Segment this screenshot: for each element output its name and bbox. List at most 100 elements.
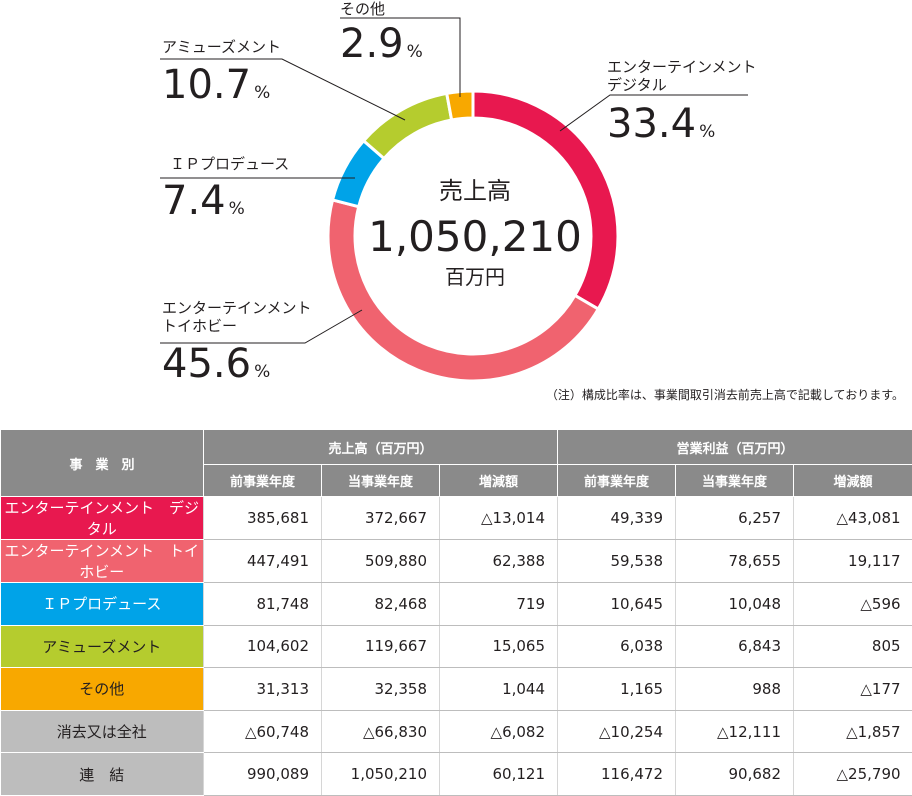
value-cell: 59,538 (557, 539, 676, 583)
pct-value: 2.9 (340, 21, 404, 67)
value-cell: △177 (793, 667, 912, 711)
value-cell: 82,468 (321, 582, 440, 626)
slice-label-line: デジタル (607, 76, 667, 94)
value-cell: 1,044 (438, 667, 558, 711)
value-cell: 15,065 (438, 625, 558, 669)
header-subcol: 増減額 (793, 464, 912, 497)
value-cell: 805 (793, 625, 912, 669)
slice-pct-others: 2.9% (340, 22, 423, 74)
value-cell: △10,254 (557, 710, 676, 754)
value-cell: △1,857 (793, 710, 912, 754)
segment-results-table: 事 業 別 売上高（百万円） 営業利益（百万円） 前事業年度 当事業年度 増減額 前事… (0, 429, 912, 796)
value-cell: 6,038 (557, 625, 676, 669)
value-cell: 1,050,210 (321, 752, 440, 796)
value-cell: 32,358 (321, 667, 440, 711)
pct-value: 7.4 (162, 178, 226, 224)
value-cell: 509,880 (321, 539, 440, 583)
value-cell: 990,089 (203, 752, 322, 796)
pct-unit: % (254, 362, 271, 382)
leader-line (340, 17, 461, 97)
value-cell: △43,081 (793, 496, 912, 540)
slice-pct-ent-toyhobby: 45.6% (162, 342, 270, 394)
table-row: アミューズメント 104,602 119,667 15,065 6,038 6,843 80… (0, 625, 912, 669)
segment-name-cell: 消去又は全社 (0, 710, 204, 754)
value-cell: 719 (438, 582, 558, 626)
segment-name-cell: その他 (0, 667, 204, 711)
value-cell: △25,790 (793, 752, 912, 796)
donut-svg (160, 17, 748, 383)
slice-label-others: その他 (340, 0, 385, 18)
header-subcol: 当事業年度 (675, 464, 795, 497)
value-cell: 988 (675, 667, 794, 711)
donut-slice (361, 91, 454, 161)
slice-label-ent-toyhobby: エンターテインメント トイホビー (162, 299, 312, 335)
pct-unit: % (254, 83, 271, 103)
header-subcol: 前事業年度 (203, 464, 322, 497)
donut-slice (444, 89, 475, 122)
header-segment: 事 業 別 (0, 429, 204, 497)
value-cell: 447,491 (203, 539, 322, 583)
slice-pct-ent-digital: 33.4% (607, 102, 715, 154)
value-cell: △60,748 (203, 710, 322, 754)
value-cell: △12,111 (675, 710, 794, 754)
segment-name-cell: ＩＰプロデュース (0, 582, 204, 626)
slice-pct-amusement: 10.7% (162, 63, 270, 115)
chart-note: （注）構成比率は、事業間取引消去前売上高で記載しております。 (545, 388, 904, 402)
slice-label-line: その他 (340, 0, 386, 18)
leader-line (160, 309, 363, 344)
slice-label-line: エンターテインメント (162, 299, 312, 317)
value-cell: △13,014 (438, 496, 558, 540)
slice-pct-ip-produce: 7.4% (162, 179, 245, 231)
value-cell: 104,602 (203, 625, 322, 669)
pct-unit: % (228, 199, 245, 219)
slice-label-line: エンターテインメント (607, 58, 757, 76)
segment-name-cell: 連 結 (0, 752, 204, 796)
value-cell: 1,165 (557, 667, 676, 711)
value-cell: 62,388 (438, 539, 558, 583)
value-cell: 31,313 (203, 667, 322, 711)
table-row: エンターテインメント デジタル 385,681 372,667 △13,014 49,3… (0, 496, 912, 540)
value-cell: 10,048 (675, 582, 794, 626)
value-cell: 78,655 (675, 539, 794, 583)
center-value: 1,050,210 (368, 212, 582, 261)
table-row: 連 結 990,089 1,050,210 60,121 116,472 90,682 △2… (0, 752, 912, 796)
center-unit: 百万円 (445, 265, 505, 289)
table-row: エンターテインメント トイホビー 447,491 509,880 62,388 59,5… (0, 539, 912, 583)
slice-label-ent-digital: エンターテインメント デジタル (607, 58, 757, 94)
sales-donut-chart: 売上高 1,050,210 百万円 エンターテインメント デジタル 33.4% … (160, 0, 904, 402)
pct-value: 10.7 (162, 62, 252, 108)
value-cell: 6,843 (675, 625, 794, 669)
center-title: 売上高 (439, 177, 511, 205)
segment-name-cell: エンターテインメント トイホビー (0, 539, 204, 583)
value-cell: 81,748 (203, 582, 322, 626)
slice-label-line: トイホビー (162, 317, 238, 335)
value-cell: 372,667 (321, 496, 440, 540)
pct-value: 45.6 (162, 341, 252, 387)
header-subcol: 増減額 (438, 464, 559, 497)
pct-unit: % (406, 42, 423, 62)
table-row: ＩＰプロデュース 81,748 82,468 719 10,645 10,048 △596 (0, 582, 912, 626)
pct-value: 33.4 (607, 101, 697, 147)
value-cell: 119,667 (321, 625, 440, 669)
value-cell: △6,082 (438, 710, 558, 754)
value-cell: 60,121 (438, 752, 558, 796)
header-group-operating-profit: 営業利益（百万円） (557, 429, 912, 465)
value-cell: 49,339 (557, 496, 676, 540)
value-cell: △596 (793, 582, 912, 626)
table-row: 消去又は全社 △60,748 △66,830 △6,082 △10,254 △12,111… (0, 710, 912, 754)
leader-line (559, 94, 748, 132)
value-cell: 19,117 (793, 539, 912, 583)
value-cell: 10,645 (557, 582, 676, 626)
slice-label-line: ＩＰプロデュース (170, 155, 290, 173)
value-cell: 385,681 (203, 496, 322, 540)
value-cell: △66,830 (321, 710, 440, 754)
segment-name-cell: アミューズメント (0, 625, 204, 669)
slice-label-ip-produce: ＩＰプロデュース (170, 155, 289, 173)
value-cell: 90,682 (675, 752, 794, 796)
header-group-sales: 売上高（百万円） (202, 429, 559, 465)
leader-line (160, 58, 406, 121)
header-subcol: 当事業年度 (321, 464, 440, 497)
segment-name-cell: エンターテインメント デジタル (0, 496, 204, 540)
pct-unit: % (699, 122, 716, 142)
value-cell: 6,257 (675, 496, 794, 540)
